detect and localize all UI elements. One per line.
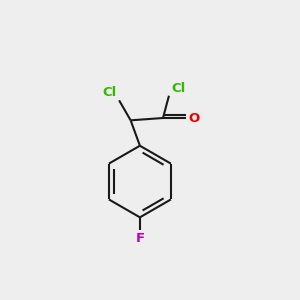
Text: O: O [189, 112, 200, 124]
Text: Cl: Cl [171, 82, 185, 94]
Text: Cl: Cl [103, 86, 117, 99]
Text: F: F [135, 232, 145, 245]
